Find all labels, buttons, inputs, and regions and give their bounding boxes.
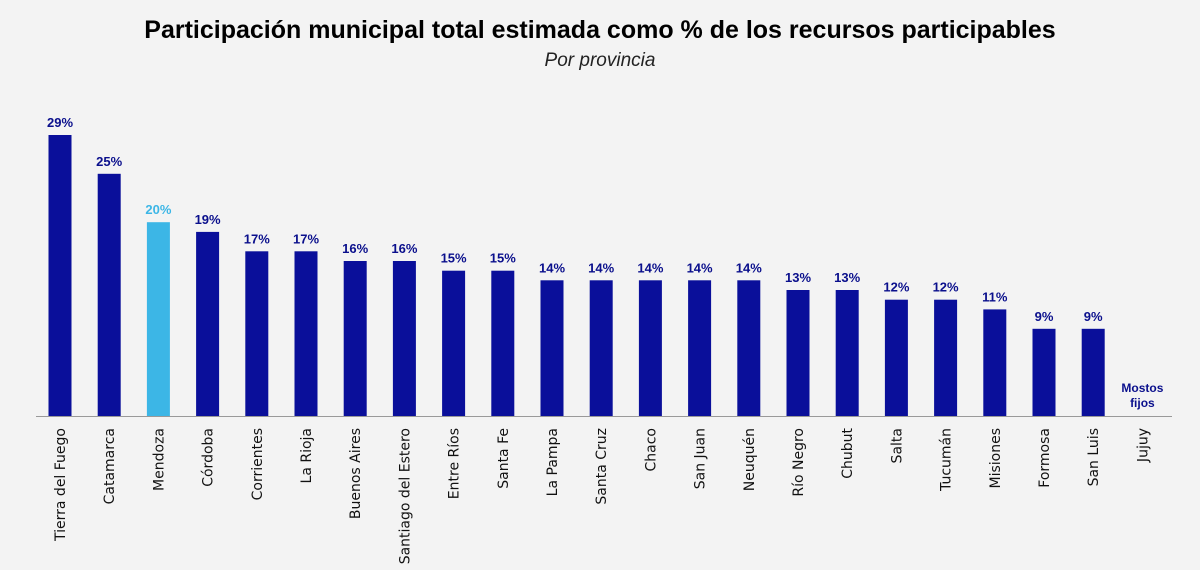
data-label: 9% <box>1084 309 1103 324</box>
x-tick-label: Santa Fe <box>496 428 512 489</box>
x-tick-label: Santiago del Estero <box>397 428 413 564</box>
bar <box>589 280 613 416</box>
bar <box>737 280 761 416</box>
data-label: 13% <box>785 270 811 285</box>
x-tick-label: Chaco <box>643 428 659 472</box>
x-tick-label: Chubut <box>840 428 856 479</box>
bar <box>638 280 662 416</box>
data-label: 15% <box>490 251 516 266</box>
annotation-label: fijos <box>1130 396 1155 410</box>
x-tick-label: Corrientes <box>250 428 266 500</box>
x-tick-label: Misiones <box>988 428 1004 489</box>
data-label: 14% <box>588 260 614 275</box>
x-tick-label: Neuquén <box>742 428 758 491</box>
bar <box>48 135 72 416</box>
x-tick-label: Buenos Aires <box>348 428 364 519</box>
bar <box>983 309 1007 416</box>
x-tick-label: Salta <box>889 428 905 463</box>
data-label: 13% <box>834 270 860 285</box>
bar <box>1032 328 1056 416</box>
x-tick-label: Entre Ríos <box>447 428 463 499</box>
bar <box>97 173 121 416</box>
chart-subtitle: Por provincia <box>544 50 656 71</box>
data-label: 14% <box>687 260 713 275</box>
x-tick-label: San Luis <box>1086 428 1102 486</box>
data-label: 14% <box>736 260 762 275</box>
data-label: 12% <box>883 280 909 295</box>
data-label: 25% <box>96 154 122 169</box>
x-tick-label: La Rioja <box>299 428 315 483</box>
data-label: 12% <box>933 280 959 295</box>
bar <box>786 290 810 416</box>
x-tick-label: Río Negro <box>791 428 807 497</box>
data-label: 17% <box>244 231 270 246</box>
x-tick-label: Córdoba <box>201 428 217 487</box>
bar <box>245 251 269 416</box>
bar <box>343 261 367 416</box>
data-label: 19% <box>195 212 221 227</box>
bar <box>392 261 416 416</box>
x-tick-label: San Juan <box>693 428 709 489</box>
x-tick-label: Tucumán <box>939 428 955 492</box>
bar <box>196 231 220 416</box>
data-label: 14% <box>637 260 663 275</box>
x-tick-label: Santa Cruz <box>594 428 610 505</box>
data-label: 15% <box>441 251 467 266</box>
x-tick-label: Jujuy <box>1135 428 1151 463</box>
data-label: 20% <box>145 202 171 217</box>
bar <box>491 270 515 416</box>
data-label: 16% <box>391 241 417 256</box>
bar <box>884 299 908 416</box>
x-tick-label: Catamarca <box>102 428 118 504</box>
bar <box>146 222 170 416</box>
x-tick-label: La Pampa <box>545 428 561 496</box>
annotation-label: Mostos <box>1121 381 1163 395</box>
bar <box>835 290 859 416</box>
data-label: 16% <box>342 241 368 256</box>
bar <box>294 251 318 416</box>
bar <box>934 299 958 416</box>
bar <box>688 280 712 416</box>
data-label: 9% <box>1035 309 1054 324</box>
data-label: 29% <box>47 115 73 130</box>
data-label: 14% <box>539 260 565 275</box>
bar <box>540 280 564 416</box>
bar <box>1081 328 1105 416</box>
x-tick-label: Tierra del Fuego <box>53 428 69 542</box>
x-tick-label: Formosa <box>1037 428 1053 488</box>
bar <box>442 270 466 416</box>
data-label: 17% <box>293 231 319 246</box>
x-tick-label: Mendoza <box>151 428 167 491</box>
data-label: 11% <box>982 289 1008 304</box>
chart-title: Participación municipal total estimada c… <box>144 16 1056 44</box>
